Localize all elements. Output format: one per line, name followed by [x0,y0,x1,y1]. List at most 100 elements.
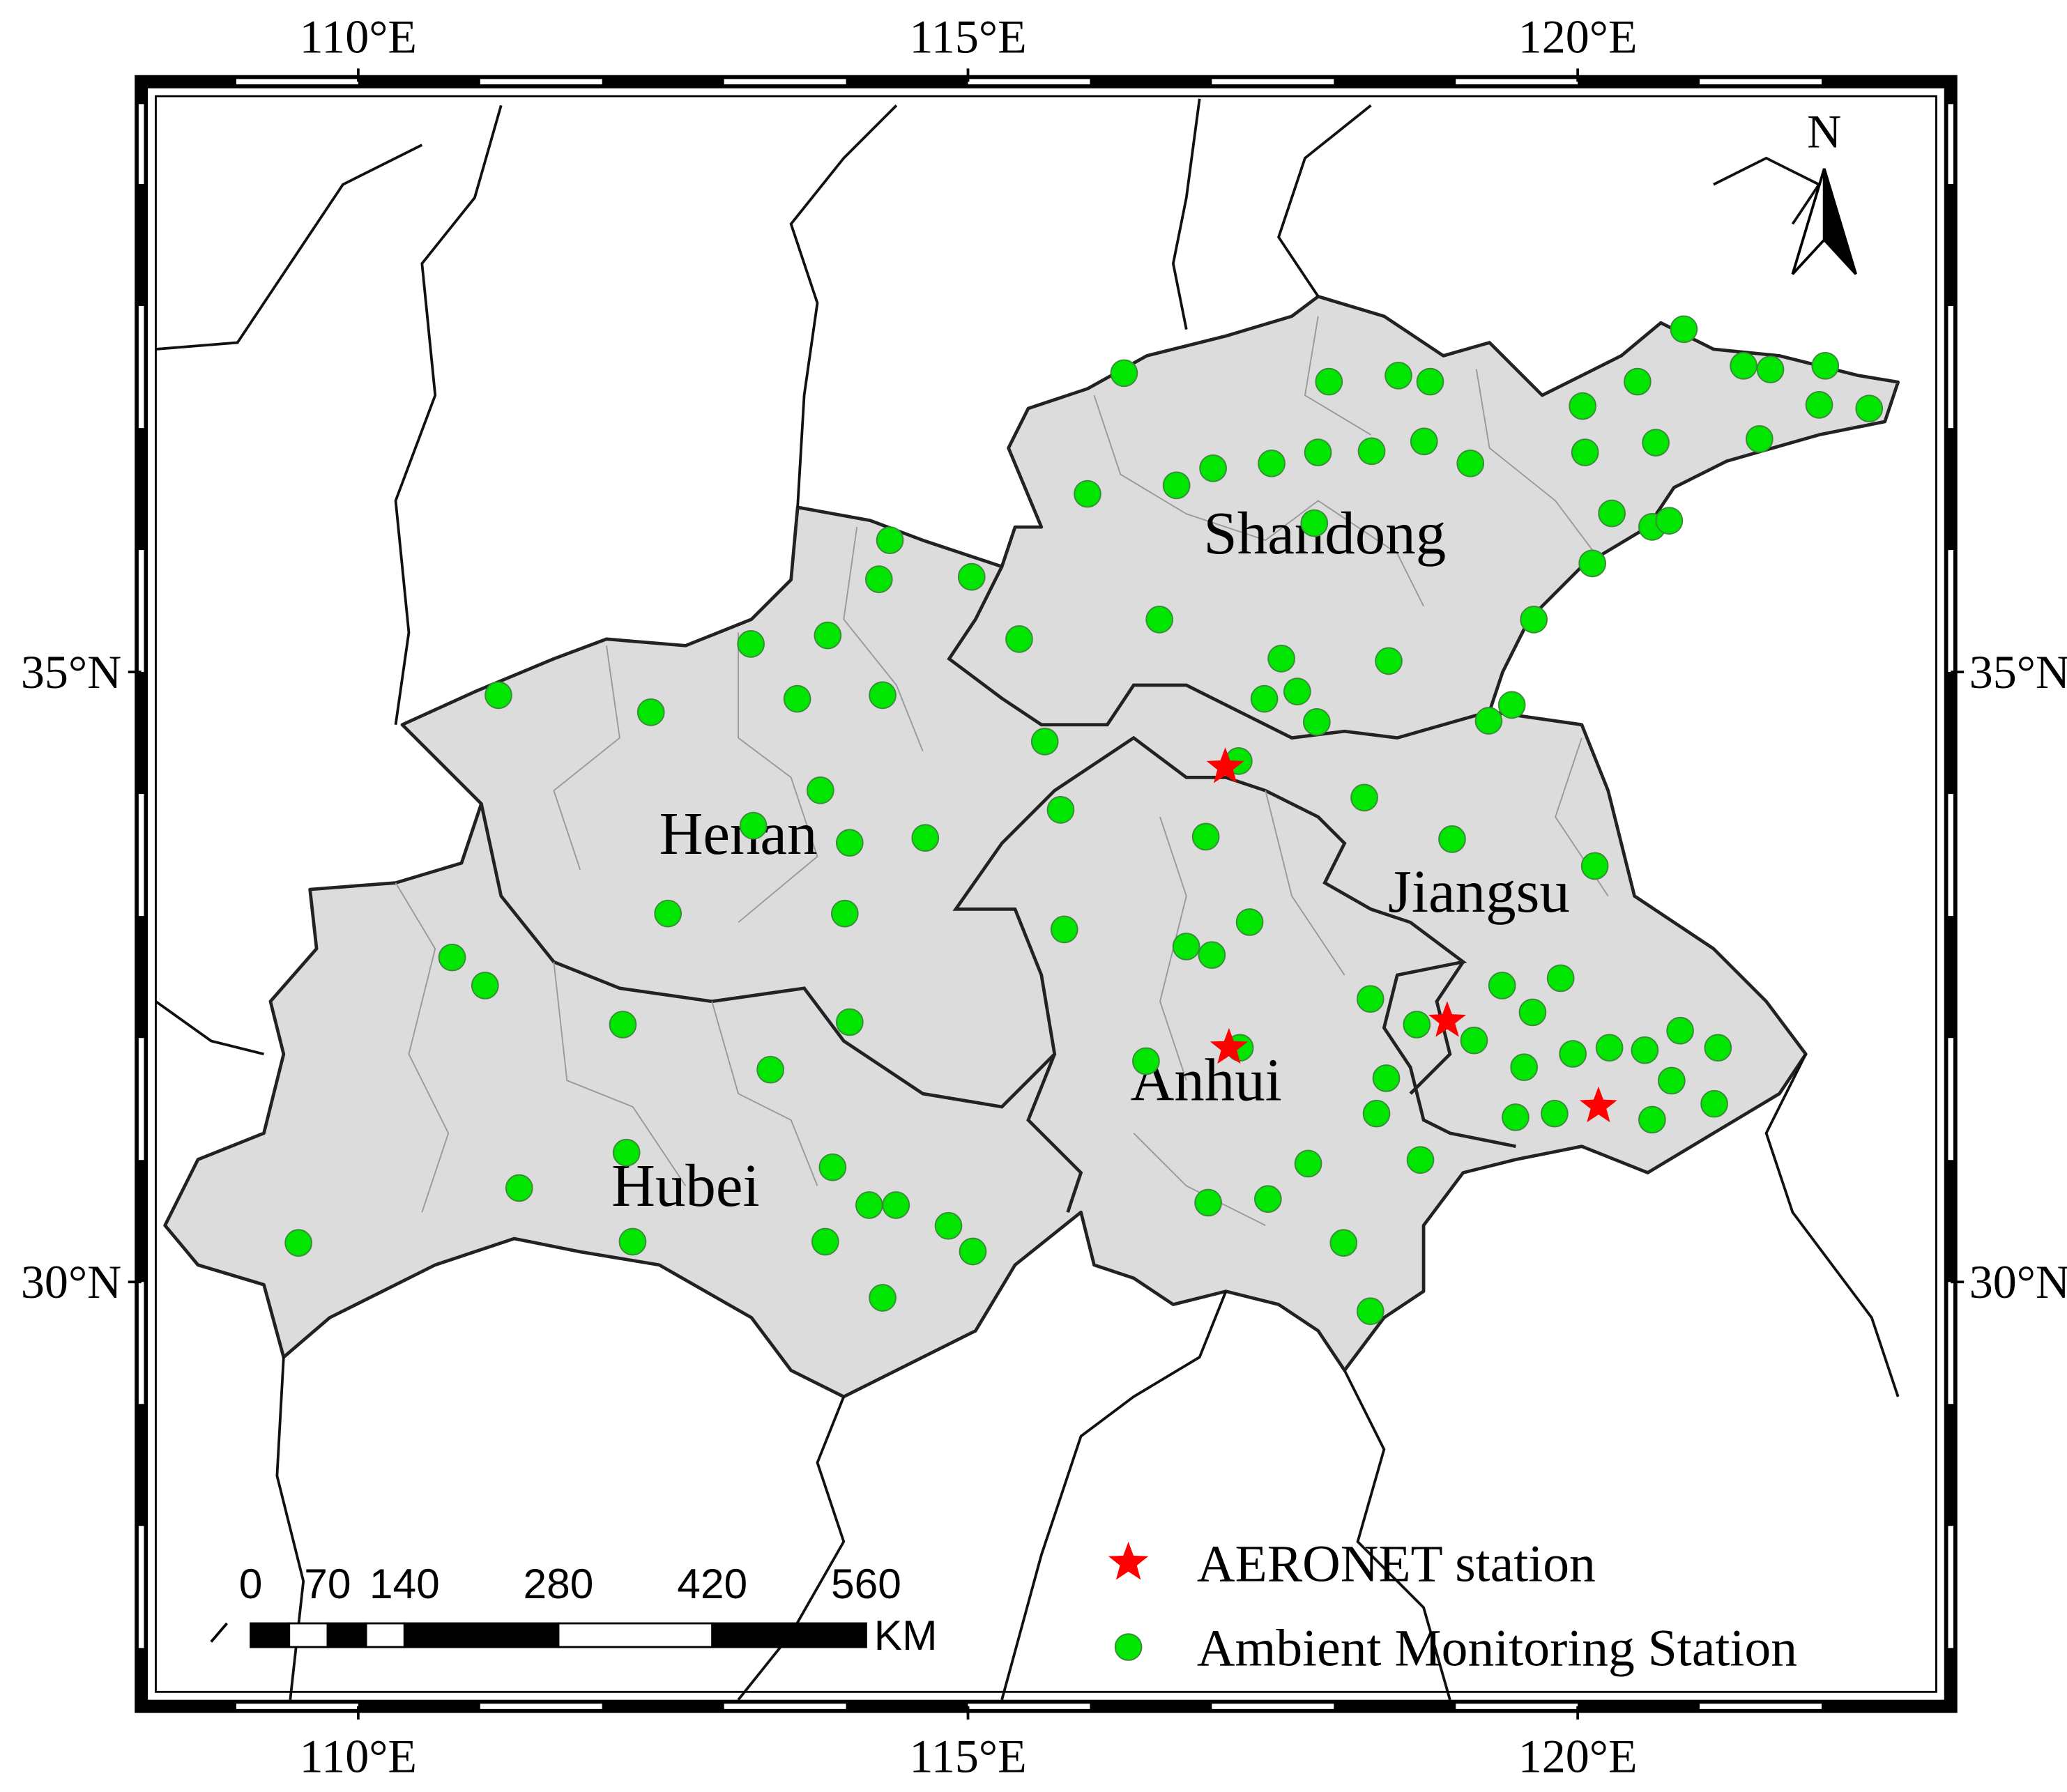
monitoring-station [1050,915,1078,944]
monitoring-station [1745,424,1774,453]
monitoring-station [636,698,665,726]
monitoring-station [835,829,864,857]
monitoring-station [471,972,499,1000]
monitoring-station [1704,1034,1732,1062]
monitoring-station [1518,998,1547,1027]
monitoring-station [1302,708,1331,736]
monitoring-station [1520,606,1548,634]
monitoring-station [1283,677,1311,705]
legend-label: Ambient Monitoring Station [1197,1620,1797,1678]
y-tick-label: 35°N [21,645,121,698]
outer-boundaries [155,98,1900,1701]
monitoring-station [1410,427,1438,456]
monitoring-station [1569,392,1597,420]
monitoring-station [1855,395,1884,422]
prefecture-boundaries [395,316,1609,1226]
monitoring-station [1385,361,1412,390]
boundary [1000,1290,1228,1701]
monitoring-station [485,681,512,710]
monitoring-station [814,621,842,650]
monitoring-station [1300,509,1329,537]
monitoring-station [1074,480,1101,508]
scale-label: 140 [369,1560,440,1607]
basemap: Shandong Henan Jiangsu Anhui Hubei [155,98,1900,1701]
monitoring-station [1198,941,1226,970]
coastline [1713,156,1821,225]
monitoring-station [1666,1016,1694,1045]
monitoring-station [505,1174,533,1202]
legend: AERONET station Ambient Monitoring Statio… [1108,1536,1797,1678]
scale-segment [326,1622,367,1648]
scale-segment [557,1622,714,1648]
monitoring-station [1191,822,1220,851]
boundary [1343,1370,1451,1701]
scale-label: 420 [677,1560,747,1607]
boundary [789,104,898,507]
monitoring-station [1670,315,1698,344]
x-tick-label: 120°E [1518,1730,1638,1783]
monitoring-station [911,824,940,852]
scale-segment [250,1622,291,1648]
monitoring-station [835,1008,864,1036]
monitoring-station [1805,390,1833,419]
stations [284,315,1884,1326]
monitoring-station [1356,1297,1385,1326]
scale-segment [288,1622,329,1648]
x-tick-label: 115°E [909,10,1026,63]
province-label: Jiangsu [1388,858,1570,925]
monitoring-station [1631,1036,1659,1064]
monitoring-station [1172,933,1200,960]
monitoring-station [1460,1026,1488,1055]
monitoring-station [934,1211,963,1240]
x-tick-label: 110°E [300,1730,417,1783]
monitoring-station [1315,367,1343,396]
monitoring-station [1642,429,1670,457]
monitoring-station [1406,1146,1435,1174]
boundary [1171,98,1201,330]
scale-segment [365,1622,406,1648]
boundary [737,1396,846,1701]
monitoring-station [1595,1034,1624,1062]
scale-hook [210,1622,228,1643]
monitoring-station [1357,437,1386,466]
monitoring-station [737,630,765,658]
province-label: Shandong [1203,500,1446,567]
monitoring-station [1416,367,1444,396]
scale-segment [711,1622,867,1648]
monitoring-station [1756,355,1785,383]
arrow-right [1822,168,1857,275]
legend-symbol [1108,1541,1149,1580]
monitoring-station [882,1191,910,1219]
monitoring-station [1258,449,1286,477]
monitoring-station [1362,1099,1391,1128]
monitoring-station [1005,625,1033,653]
monitoring-station [959,1237,987,1266]
monitoring-station [1356,985,1385,1013]
monitoring-station [1250,684,1279,713]
monitoring-station [1438,825,1466,853]
monitoring-station [818,1153,847,1181]
north-arrow: N [1791,105,1857,275]
aeronet-station [1579,1086,1617,1123]
monitoring-station [1598,499,1626,528]
monitoring-station [1624,367,1652,396]
monitoring-station [876,526,904,554]
monitoring-station [811,1227,839,1256]
monitoring-station [1541,1099,1569,1128]
scale-label: 70 [304,1560,351,1607]
monitoring-station [1030,728,1059,756]
boundary [480,735,1516,1149]
monitoring-station [1655,507,1684,535]
monitoring-station [1162,471,1191,500]
boundary [155,1000,264,1056]
monitoring-station [869,1284,897,1312]
legend-symbol [1114,1633,1143,1661]
monitoring-station [1372,1064,1401,1092]
monitoring-station [1571,438,1599,466]
monitoring-station [1329,1229,1358,1257]
monitoring-station [1253,1185,1282,1213]
x-tick-label: 120°E [1518,10,1638,63]
monitoring-station [1811,351,1840,380]
monitoring-station [1578,549,1606,578]
